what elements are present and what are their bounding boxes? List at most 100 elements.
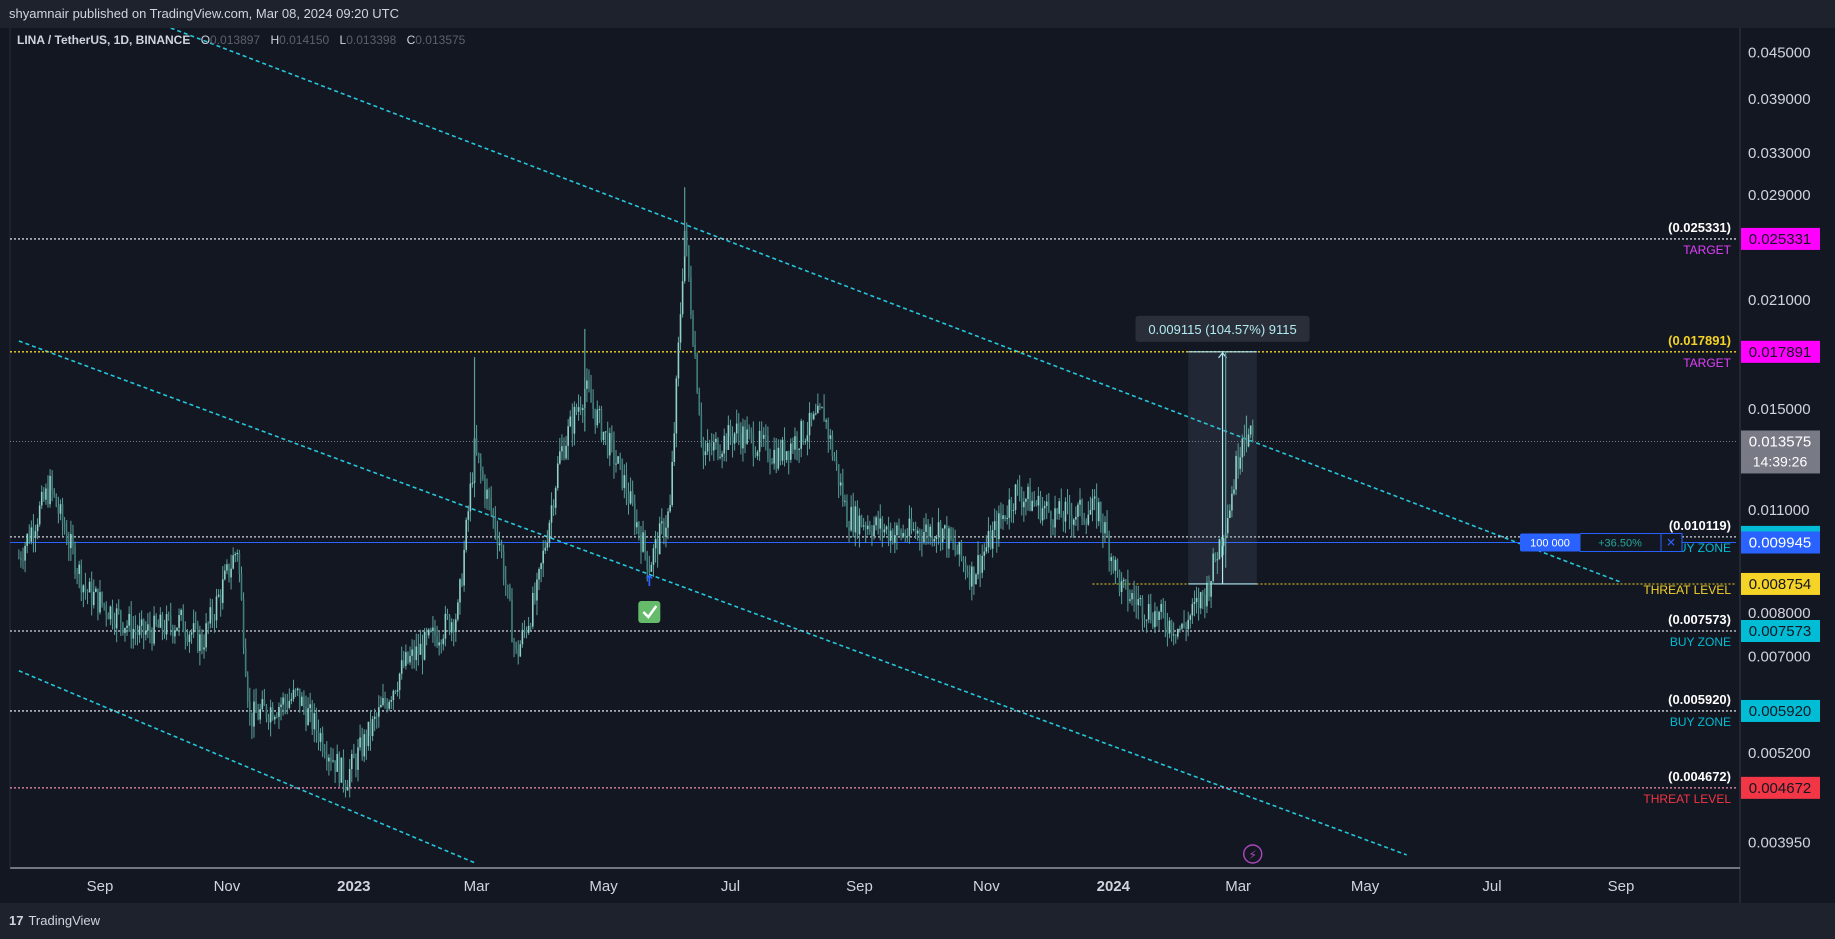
candle-body: [240, 573, 243, 600]
candle-body: [253, 701, 255, 727]
candle-body: [282, 697, 284, 705]
candle-body: [402, 660, 405, 666]
time-tick-label: Nov: [973, 878, 1000, 895]
candle-body: [517, 649, 520, 657]
candle-body: [438, 642, 440, 646]
candle-body: [946, 525, 948, 549]
candle-body: [448, 615, 451, 633]
candle-body: [375, 716, 378, 718]
candle-body: [359, 737, 361, 748]
candle-body: [692, 314, 694, 345]
candle-body: [821, 407, 823, 409]
candle-body: [1195, 597, 1198, 603]
candle-body: [927, 524, 929, 537]
candle-body: [933, 539, 936, 542]
candle-body: [800, 421, 802, 449]
symbol-legend: LINA / TetherUS, 1D, BINANCE O0.013897 H…: [17, 33, 465, 47]
candle-body: [28, 534, 31, 542]
candle-body: [321, 733, 324, 752]
candle-body: [704, 451, 707, 456]
candle-body: [1212, 553, 1214, 581]
candle-body: [365, 734, 368, 747]
current-price-badge: 0.013575: [1749, 433, 1812, 450]
lightning-circle: [1243, 844, 1263, 864]
candle-body: [1139, 598, 1142, 600]
brand-name[interactable]: TradingView: [28, 913, 101, 928]
price-tick-label: 0.021000: [1748, 292, 1811, 309]
candle-body: [752, 432, 755, 456]
candle-body: [1091, 498, 1094, 511]
candle-body: [521, 629, 524, 645]
candle-body: [261, 699, 264, 710]
candle-body: [1241, 438, 1244, 458]
candle-body: [1023, 501, 1025, 508]
time-tick-label: Mar: [1225, 878, 1251, 895]
candle-body: [1102, 522, 1104, 534]
candle-body: [690, 277, 692, 315]
candle-body: [1122, 579, 1125, 582]
candle-body: [1075, 516, 1077, 520]
candle-body: [207, 623, 209, 625]
time-tick-label: Jul: [1482, 878, 1501, 895]
candle-body: [948, 528, 950, 549]
candle-body: [908, 518, 911, 537]
measure-label-bg: [1135, 315, 1310, 342]
candle-body: [775, 449, 778, 469]
candle-body: [244, 647, 247, 676]
candle-body: [482, 470, 484, 479]
candle-body: [450, 622, 453, 633]
candle-body: [673, 433, 676, 462]
candle-body: [762, 434, 765, 439]
candle-body: [459, 579, 461, 603]
candle-body: [257, 712, 259, 720]
candle-body: [380, 704, 382, 708]
candle-body: [496, 531, 499, 546]
candle-body: [1035, 503, 1038, 506]
position-qty-bg: [1520, 533, 1580, 552]
close-position-icon[interactable]: ✕: [1666, 536, 1676, 550]
candle-body: [271, 707, 274, 720]
candle-body: [192, 623, 195, 633]
candle-body: [600, 409, 603, 441]
candle-body: [671, 461, 673, 506]
candle-body: [84, 585, 87, 591]
candle-body: [388, 701, 391, 709]
candle-body: [1002, 515, 1004, 520]
candle-body: [513, 642, 515, 644]
candle-body: [871, 532, 873, 537]
candle-body: [363, 734, 366, 757]
candle-body: [973, 566, 975, 585]
candle-body: [396, 690, 399, 692]
candle-body: [386, 703, 388, 709]
candle-body: [1245, 443, 1248, 447]
candle-body: [504, 579, 507, 586]
candle-body: [708, 443, 711, 447]
candle-body: [1218, 539, 1221, 560]
candle-body: [444, 613, 447, 639]
candle-body: [1097, 502, 1100, 522]
candle-body: [190, 632, 193, 635]
candle-body: [355, 758, 357, 770]
candle-body: [885, 526, 888, 530]
candle-body: [1056, 508, 1058, 514]
candle-body: [371, 719, 374, 737]
candle-body: [750, 429, 753, 433]
threat-level-tag: THREAT LEVEL: [1643, 583, 1731, 597]
tradingview-logo-icon[interactable]: 17: [9, 913, 24, 928]
candle-body: [1201, 592, 1204, 596]
candle-body: [238, 552, 241, 574]
candle-body: [531, 592, 534, 627]
candle-body: [889, 530, 892, 541]
candle-body: [829, 435, 832, 439]
candle-body: [1083, 519, 1085, 522]
candle-body: [873, 525, 875, 537]
candle-body: [1168, 620, 1171, 634]
candle-body: [53, 490, 56, 495]
candle-body: [534, 592, 536, 601]
candle-body: [361, 737, 363, 757]
candle-body: [353, 754, 355, 759]
price-chart[interactable]: 0.045000 0.039000 0.033000 0.029000 0.021000…: [0, 0, 1835, 903]
candle-body: [987, 531, 990, 548]
candle-body: [167, 614, 170, 616]
candle-body: [36, 524, 39, 532]
